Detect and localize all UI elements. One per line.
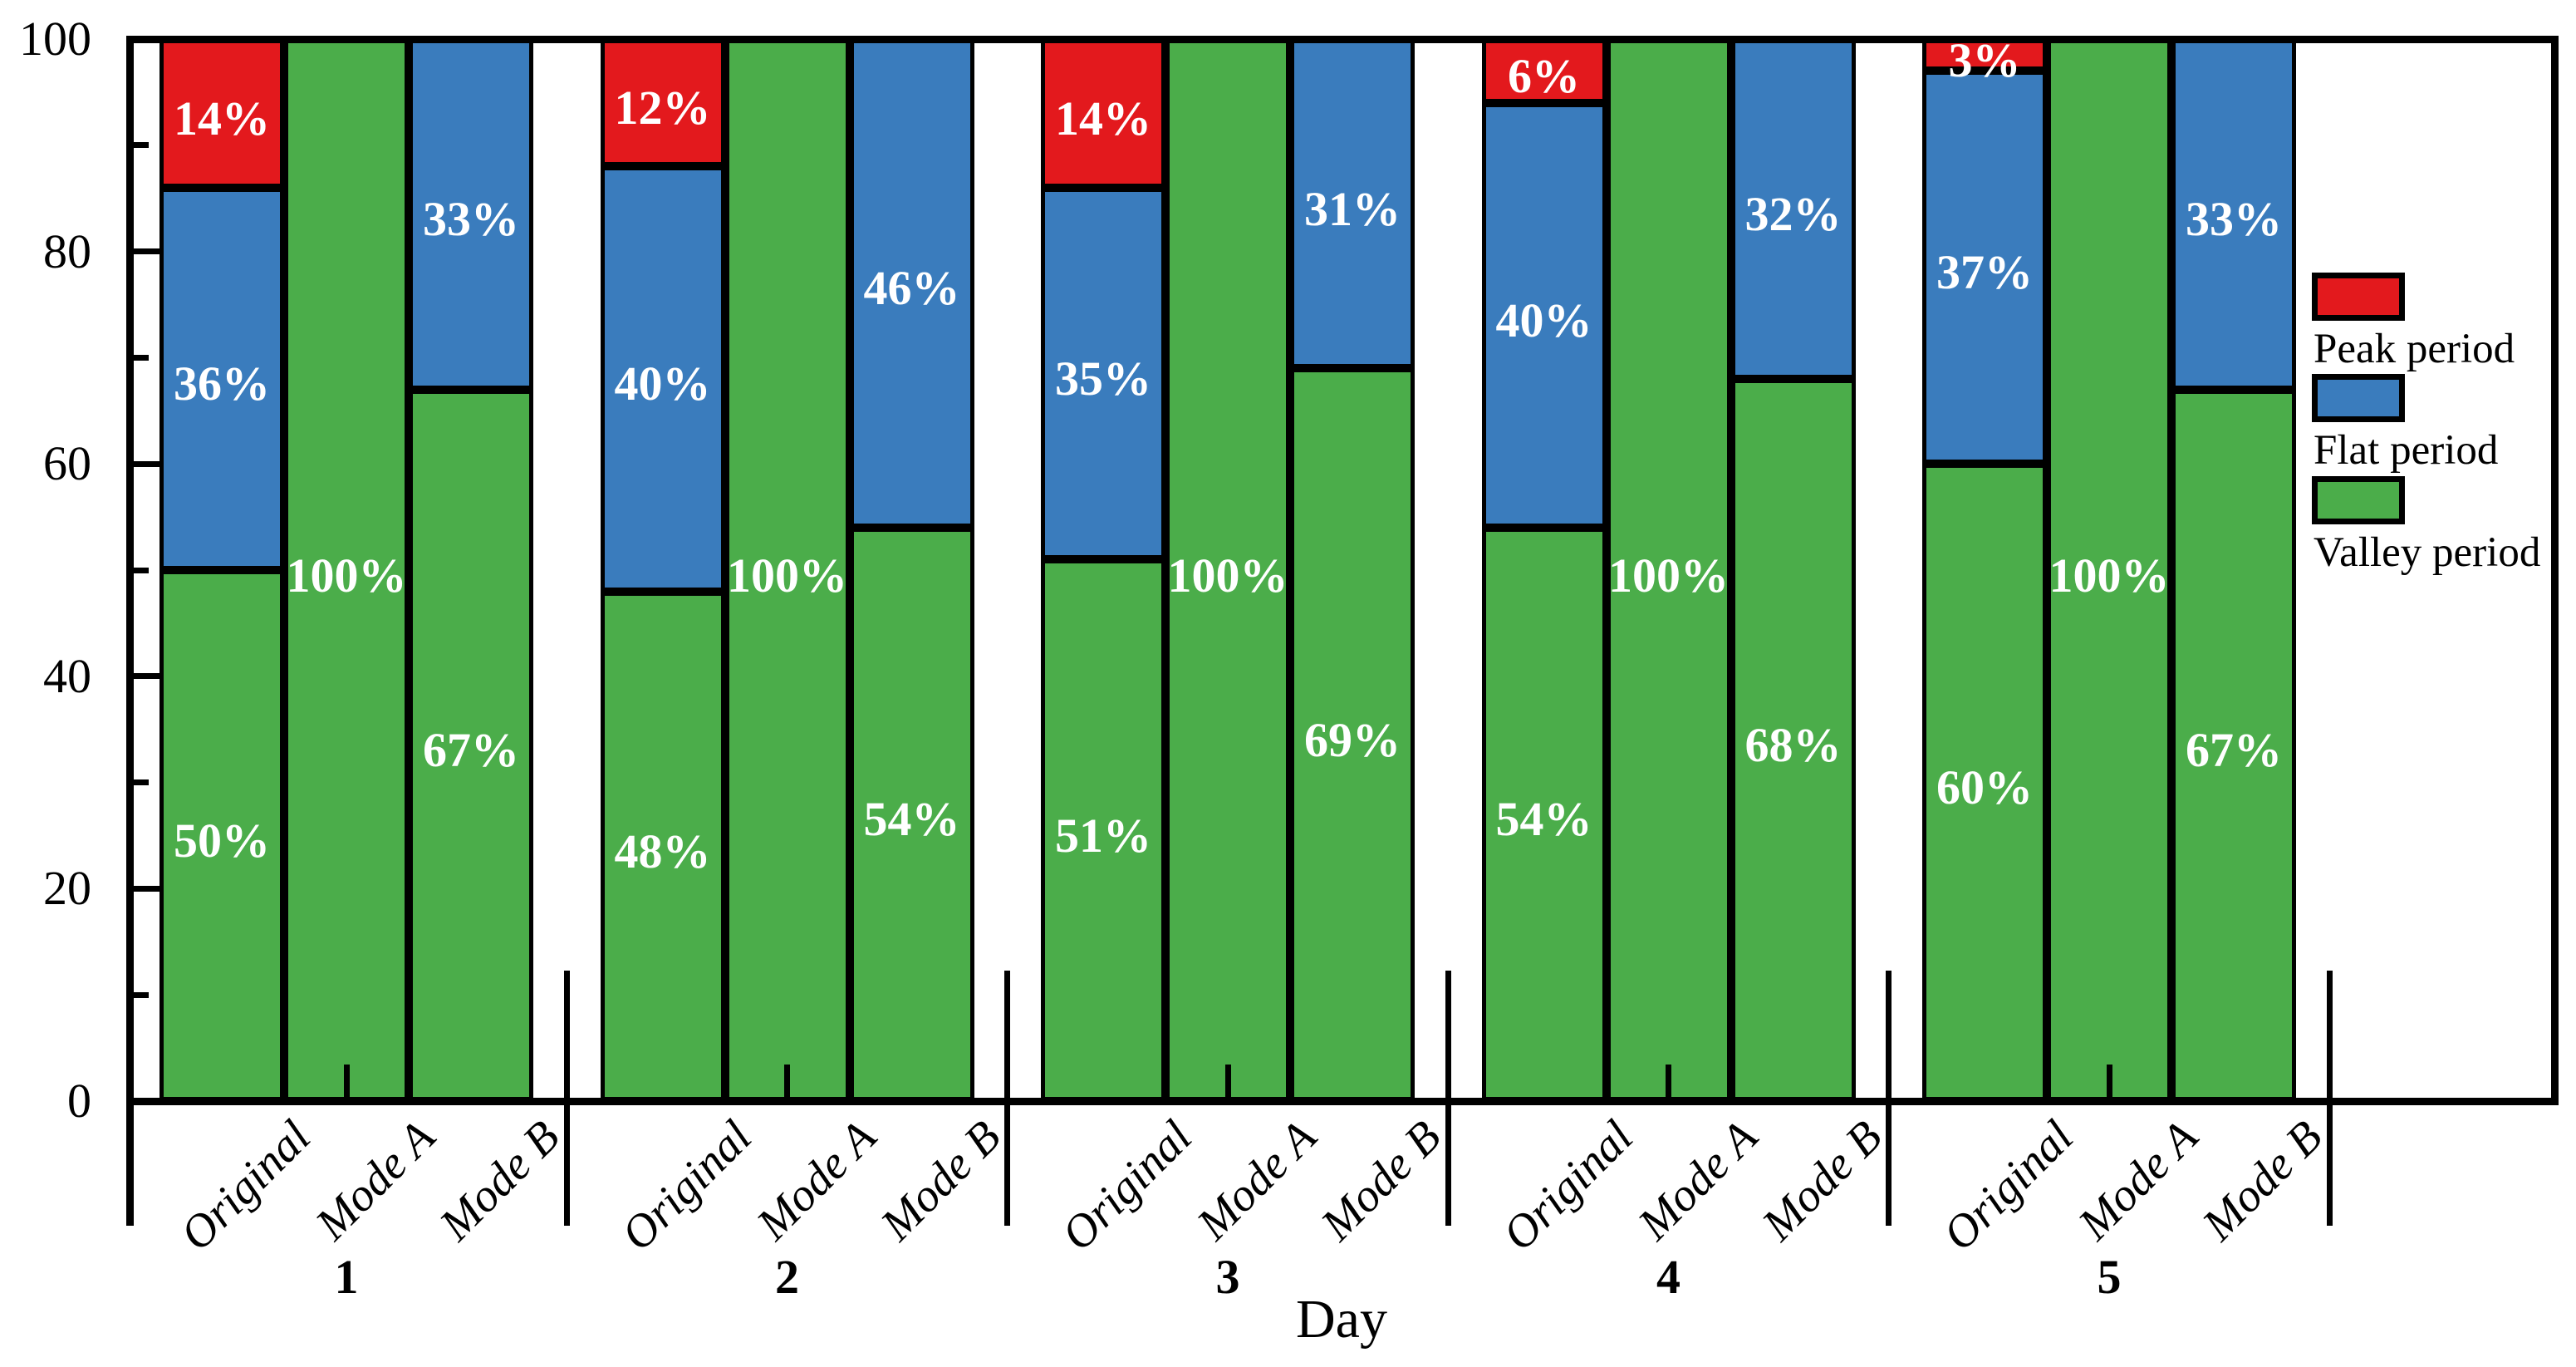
bar-segment-valley	[284, 39, 409, 1101]
bar-segment-valley	[600, 591, 725, 1101]
y-axis-tick-label: 0	[67, 1074, 91, 1128]
y-axis-major-tick	[133, 885, 169, 892]
bar-segment-flat	[1922, 71, 2047, 465]
x-axis-major-tick	[2106, 1065, 2112, 1101]
bar-segment-valley	[724, 39, 850, 1101]
y-axis-spine	[125, 35, 134, 1226]
y-axis-minor-tick	[133, 991, 149, 998]
bar-segment-flat	[2171, 39, 2296, 390]
y-axis-minor-tick	[133, 354, 149, 361]
group-label: 4	[1656, 1250, 1681, 1304]
x-axis-major-tick	[343, 1065, 350, 1101]
bar-segment-flat	[159, 187, 284, 570]
bar-segment-valley	[2047, 39, 2171, 1101]
x-axis-spine	[125, 1097, 2559, 1105]
y-axis-tick-label: 100	[19, 12, 91, 66]
bar-segment-flat	[600, 166, 725, 592]
bar-segment-valley	[1041, 559, 1165, 1101]
right-spine	[2550, 35, 2559, 1105]
bar-segment-valley	[1165, 39, 1290, 1101]
bar-segment-valley	[409, 389, 533, 1101]
legend-swatch-valley	[2312, 476, 2405, 524]
bar-segment-valley	[1481, 527, 1607, 1101]
y-axis-tick-label: 40	[43, 648, 91, 703]
y-axis-tick-label: 60	[43, 436, 91, 491]
bar-segment-peak	[1922, 39, 2047, 71]
bar-segment-flat	[409, 39, 533, 390]
legend-swatch-peak	[2312, 273, 2405, 321]
y-axis-tick-label: 80	[43, 224, 91, 278]
bar-segment-flat	[1290, 39, 1415, 369]
bar-segment-valley	[1730, 378, 1856, 1101]
bar-segment-valley	[2171, 389, 2296, 1101]
x-axis-title: Day	[1296, 1289, 1387, 1350]
x-axis-major-tick	[784, 1065, 790, 1101]
bar-segment-peak	[159, 39, 284, 188]
group-label: 5	[2097, 1250, 2122, 1304]
legend-label: Peak period	[2313, 326, 2515, 372]
group-label: 2	[775, 1250, 799, 1304]
bar-segment-valley	[1290, 368, 1415, 1101]
legend-label: Flat period	[2313, 427, 2499, 474]
group-label: 3	[1215, 1250, 1240, 1304]
y-axis-minor-tick	[133, 779, 149, 786]
y-axis-minor-tick	[133, 567, 149, 573]
legend-label: Valley period	[2313, 529, 2541, 576]
bar-segment-peak	[600, 39, 725, 167]
y-axis-major-tick	[133, 248, 169, 255]
y-axis-tick-label: 20	[43, 861, 91, 916]
y-axis-minor-tick	[133, 142, 149, 149]
bar-segment-peak	[1481, 39, 1607, 103]
bar-segment-valley	[1922, 464, 2047, 1101]
x-axis-major-tick	[1224, 1065, 1231, 1101]
legend-swatch-flat	[2312, 374, 2405, 422]
bar-segment-flat	[1041, 187, 1165, 560]
bar-segment-valley	[159, 570, 284, 1101]
top-spine	[125, 35, 2559, 43]
y-axis-major-tick	[133, 460, 169, 467]
x-axis-major-tick	[1666, 1065, 1671, 1101]
bar-segment-flat	[849, 39, 974, 528]
group-label: 1	[334, 1250, 359, 1304]
bar-segment-valley	[1606, 39, 1731, 1101]
x-category-label: Original	[170, 1110, 321, 1261]
bar-segment-flat	[1481, 102, 1607, 528]
y-axis-major-tick	[133, 673, 169, 680]
bar-segment-peak	[1041, 39, 1165, 188]
bar-segment-flat	[1730, 39, 1856, 379]
bar-segment-valley	[849, 527, 974, 1101]
